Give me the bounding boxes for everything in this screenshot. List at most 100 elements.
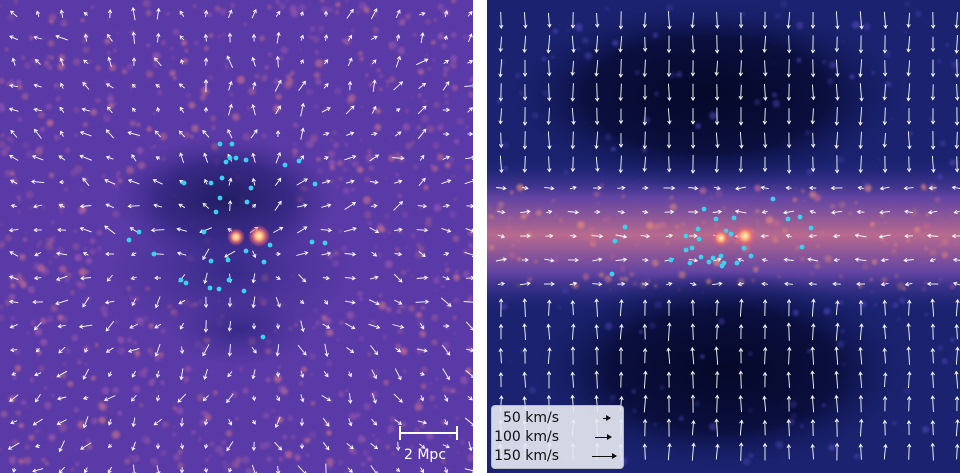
density-clump (275, 0, 280, 5)
density-clump (172, 425, 176, 429)
velocity-arrow-head (498, 298, 504, 303)
density-clump (359, 297, 363, 301)
velocity-arrow (10, 420, 18, 424)
velocity-arrow (715, 444, 719, 460)
velocity-arrow-head (375, 324, 381, 330)
velocity-arrow-head (763, 144, 768, 149)
density-clump (82, 46, 90, 54)
satellite-point (261, 259, 267, 265)
velocity-arrow-head (502, 257, 507, 262)
density-clump (121, 66, 125, 70)
density-clump (131, 402, 134, 405)
velocity-arrow (394, 299, 402, 305)
velocity-arrow-head (372, 399, 377, 404)
velocity-arrow (547, 324, 551, 340)
velocity-arrow (879, 210, 891, 214)
velocity-arrow-head (446, 107, 451, 113)
velocity-arrow-head (763, 346, 768, 351)
density-clump (902, 287, 907, 291)
velocity-arrow-head (131, 31, 136, 36)
density-clump (290, 434, 296, 439)
velocity-arrow-head (595, 23, 600, 28)
satellite-point (612, 238, 618, 244)
density-clump (582, 37, 589, 44)
density-clump (384, 176, 388, 179)
velocity-arrow (595, 59, 599, 77)
velocity-arrow-head (373, 445, 379, 450)
density-clump (449, 210, 457, 218)
density-clump (420, 366, 428, 374)
velocity-arrow (274, 441, 282, 451)
density-clump (890, 117, 894, 121)
density-clump (115, 320, 119, 324)
velocity-arrow (9, 35, 19, 41)
density-clump (451, 0, 456, 4)
velocity-arrow (371, 392, 377, 404)
density-clump (782, 228, 788, 234)
velocity-arrow-head (276, 31, 281, 37)
velocity-arrow-head (252, 349, 257, 354)
density-clump (60, 211, 63, 214)
velocity-arrow (9, 155, 19, 161)
velocity-arrow-head (642, 23, 647, 29)
density-clump (665, 170, 670, 174)
velocity-arrow (740, 84, 742, 100)
density-clump (516, 283, 521, 288)
velocity-arrow-head (56, 396, 62, 401)
velocity-arrow-head (955, 418, 960, 424)
density-clump (34, 429, 39, 434)
velocity-arrow-head (714, 418, 719, 423)
velocity-arrow-head (714, 49, 720, 54)
satellite-point (226, 277, 232, 283)
velocity-arrow-head (690, 120, 696, 125)
velocity-arrow-head (203, 421, 209, 426)
density-clump (364, 176, 371, 183)
density-clump (13, 375, 17, 380)
velocity-arrow-head (178, 83, 183, 88)
density-clump (431, 314, 439, 321)
density-clump (582, 273, 590, 281)
velocity-arrow-head (326, 324, 331, 329)
density-clump (413, 164, 418, 170)
velocity-arrow (956, 34, 958, 54)
density-clump (313, 71, 321, 79)
velocity-arrow (811, 371, 815, 389)
velocity-arrow (716, 324, 718, 340)
velocity-arrow (393, 273, 403, 283)
velocity-arrow-head (446, 228, 452, 233)
velocity-arrow-head (859, 25, 864, 30)
velocity-arrow-head (82, 177, 87, 182)
velocity-arrow-head (930, 48, 936, 53)
velocity-arrow (416, 229, 428, 231)
velocity-arrow-head (8, 299, 14, 304)
density-clump (75, 461, 80, 467)
density-clump (455, 416, 459, 420)
velocity-arrow (620, 58, 622, 78)
velocity-arrow (735, 210, 747, 214)
density-clump (38, 365, 45, 372)
velocity-arrow-head (598, 281, 603, 287)
velocity-arrow (250, 129, 258, 139)
velocity-arrow-head (372, 105, 377, 110)
velocity-arrow (812, 132, 814, 148)
density-clump (278, 385, 287, 393)
velocity-arrow-head (594, 48, 599, 54)
velocity-arrow-head (107, 443, 113, 449)
velocity-arrow (572, 131, 574, 149)
velocity-arrow-head (33, 35, 38, 40)
velocity-arrow-head (447, 302, 452, 307)
velocity-arrow-head (882, 324, 887, 329)
velocity-arrow (226, 56, 234, 68)
density-clump (85, 447, 90, 452)
velocity-arrow-head (499, 24, 504, 29)
velocity-arrow-head (274, 423, 279, 428)
velocity-arrow (131, 394, 137, 402)
velocity-arrow (369, 154, 379, 162)
density-clump (41, 457, 46, 462)
velocity-arrow-head (203, 79, 209, 84)
velocity-arrow-head (930, 371, 935, 376)
velocity-arrow-head (82, 81, 87, 87)
velocity-arrow (202, 130, 210, 138)
density-clump (742, 457, 751, 466)
velocity-arrow (131, 298, 137, 306)
